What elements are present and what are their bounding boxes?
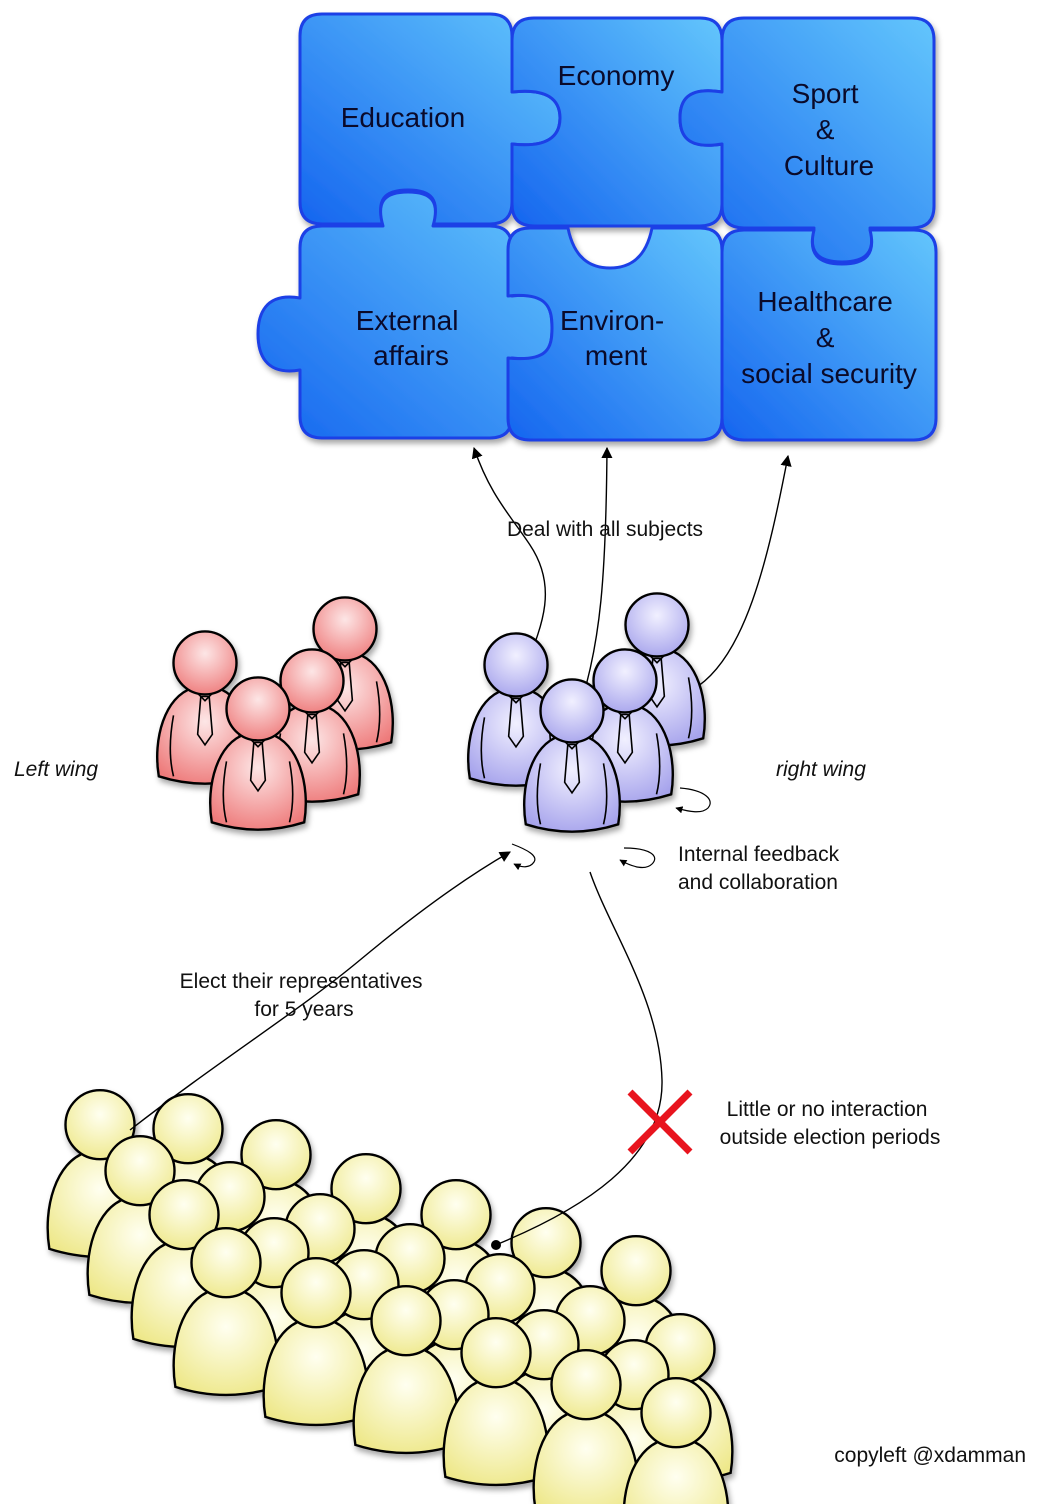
feedback-arrow-3: [511, 843, 536, 871]
citizen-links: [129, 851, 663, 1250]
citizen-icon: [623, 1376, 729, 1504]
puzzle-label-sport-culture: Sport & Culture: [784, 78, 874, 181]
left-wing-label: Left wing: [14, 758, 98, 781]
tie-icon: [249, 741, 267, 793]
puzzle-piece-sport-culture: [678, 16, 936, 264]
tie-icon: [616, 713, 634, 765]
interaction-endpoint: [491, 1240, 501, 1250]
internal-feedback-label: Internal feedback and collaboration: [678, 843, 845, 894]
elect-label: Elect their representatives for 5 years: [180, 970, 429, 1021]
puzzle-label-external-affairs: External affairs: [356, 305, 467, 371]
right-wing-group: [467, 592, 706, 833]
feedback-arrow-1: [675, 787, 711, 814]
puzzle-grid: [256, 12, 938, 442]
elect-arrow: [129, 851, 511, 1131]
feedback-arrows: [511, 787, 711, 871]
citizen-icon: [442, 1316, 550, 1487]
puzzle-label-environment: Environ- ment: [560, 305, 672, 371]
citizen-icon: [262, 1256, 370, 1427]
puzzle-piece-environment: [506, 226, 724, 442]
tie-icon: [303, 713, 321, 765]
tie-icon: [563, 743, 581, 795]
citizen-icon: [532, 1348, 640, 1504]
representative-icon: [209, 676, 307, 831]
representative-icon: [523, 678, 621, 833]
interaction-line: [497, 871, 663, 1245]
puzzle-label-education: Education: [341, 102, 466, 133]
no-interaction-cross-icon: [627, 1089, 693, 1155]
citizen-icon: [172, 1226, 280, 1397]
arrow-to-external-affairs: [471, 446, 547, 677]
puzzle-labels: Education Economy Sport & Culture Extern…: [341, 60, 917, 389]
little-interaction-label: Little or no interaction outside electio…: [720, 1098, 941, 1149]
arrow-to-healthcare: [691, 454, 792, 691]
tie-icon: [507, 697, 525, 749]
tie-icon: [196, 695, 214, 747]
feedback-arrow-2: [619, 847, 656, 869]
puzzle-piece-healthcare: [720, 228, 938, 442]
deal-label: Deal with all subjects: [507, 518, 703, 541]
puzzle-label-economy: Economy: [558, 60, 675, 91]
left-wing-group: [156, 596, 394, 831]
arrow-to-environment: [581, 446, 613, 701]
citizens-group: [46, 1088, 734, 1504]
citizen-icon: [352, 1284, 460, 1455]
puzzle-label-healthcare: Healthcare & social security: [741, 286, 917, 389]
right-wing-label: right wing: [776, 758, 866, 781]
copyleft-label: copyleft @xdamman: [834, 1444, 1026, 1467]
deal-arrows: [471, 446, 792, 701]
